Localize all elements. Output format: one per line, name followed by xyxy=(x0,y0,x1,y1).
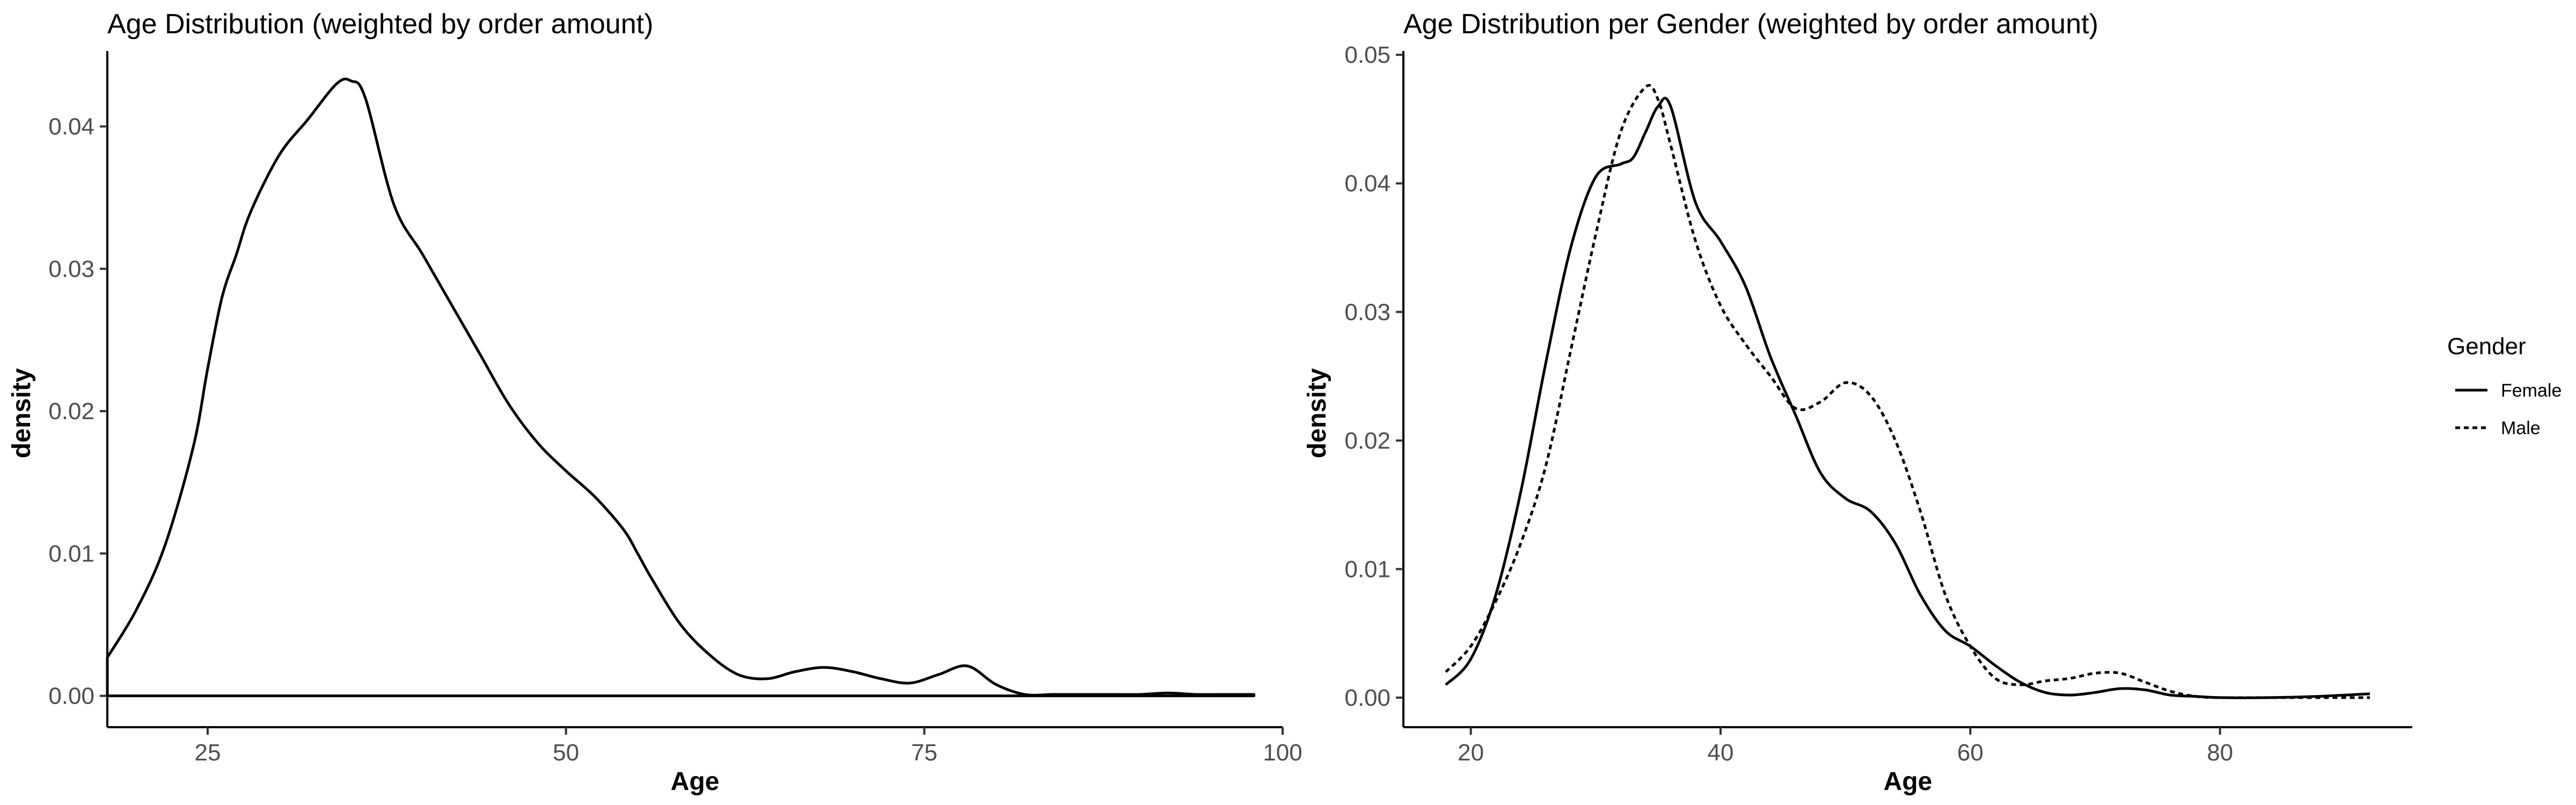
y-tick-label: 0.03 xyxy=(1344,299,1391,325)
female-density-line xyxy=(1445,97,2370,699)
legend-title: Gender xyxy=(2447,333,2526,360)
legend-label-female: Female xyxy=(2501,380,2562,401)
y-tick-label: 0.00 xyxy=(48,683,94,709)
y-tick-label: 0.03 xyxy=(48,256,94,282)
x-tick-label: 100 xyxy=(1263,740,1302,766)
y-tick-label: 0.04 xyxy=(48,114,94,140)
plot-area: 0.00 0.01 0.02 0.03 0.04 25 50 75 100 xyxy=(48,51,1302,766)
chart-title: Age Distribution (weighted by order amou… xyxy=(107,9,653,40)
y-tick-label: 0.05 xyxy=(1344,42,1391,68)
y-tick-label: 0.01 xyxy=(48,540,94,567)
x-tick-label: 80 xyxy=(2207,740,2233,766)
age-distribution-per-gender-panel: Age Distribution per Gender (weighted by… xyxy=(1303,9,2562,796)
y-axis-label: density xyxy=(8,368,36,458)
y-axis-label: density xyxy=(1303,368,1331,458)
age-distribution-panel: Age Distribution (weighted by order amou… xyxy=(8,9,1302,796)
legend: Gender Female Male xyxy=(2447,333,2562,438)
y-tick-label: 0.01 xyxy=(1344,556,1391,582)
x-tick-label: 40 xyxy=(1708,740,1734,766)
plot-area: 0.00 0.01 0.02 0.03 0.04 0.05 20 40 60 80 xyxy=(1344,42,2412,766)
y-tick-label: 0.04 xyxy=(1344,171,1391,197)
y-tick-label: 0.00 xyxy=(1344,685,1391,711)
x-axis-label: Age xyxy=(1884,767,1933,796)
x-tick-label: 75 xyxy=(911,740,938,766)
x-tick-label: 50 xyxy=(553,740,579,766)
y-tick-label: 0.02 xyxy=(48,398,94,425)
x-tick-label: 60 xyxy=(1957,740,1984,766)
density-curve xyxy=(106,77,1256,698)
chart-title: Age Distribution per Gender (weighted by… xyxy=(1403,9,2098,40)
x-axis-label: Age xyxy=(671,767,720,796)
legend-label-male: Male xyxy=(2501,418,2541,438)
y-tick-label: 0.02 xyxy=(1344,428,1391,454)
x-tick-label: 20 xyxy=(1458,740,1484,766)
male-density-line xyxy=(1445,84,2370,699)
x-tick-label: 25 xyxy=(194,740,221,766)
